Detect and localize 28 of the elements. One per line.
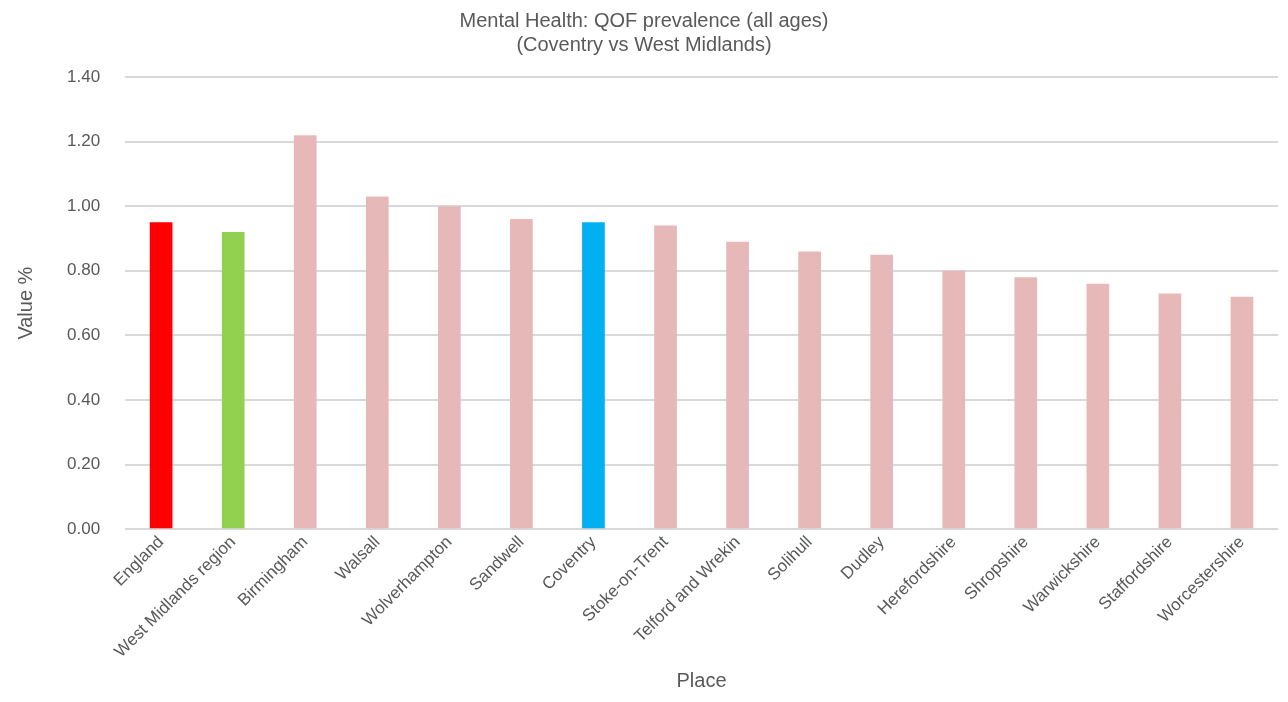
bar <box>798 251 821 529</box>
y-tick-label: 0.80 <box>66 260 101 280</box>
y-tick-label: 1.40 <box>66 66 101 86</box>
bar <box>365 196 389 529</box>
bar <box>510 219 533 529</box>
y-axis-title: Value % <box>13 266 36 340</box>
bar <box>870 254 894 529</box>
y-tick-label: 1.20 <box>66 131 101 151</box>
y-tick-label: 0.00 <box>66 518 101 538</box>
y-tick-label: 0.20 <box>66 454 101 474</box>
bar <box>221 232 245 529</box>
chart-subtitle: (Coventry vs West Midlands) <box>516 32 772 55</box>
chart-title: Mental Health: QOF prevalence (all ages) <box>459 8 829 31</box>
y-tick-label: 0.40 <box>66 389 101 409</box>
bar <box>1014 277 1038 529</box>
x-axis-title: Place <box>676 668 727 691</box>
y-tick-label: 0.60 <box>66 325 101 345</box>
bar <box>654 225 677 529</box>
bar <box>582 222 605 529</box>
bar <box>1086 283 1110 529</box>
bar <box>1158 293 1182 529</box>
bar <box>726 241 749 529</box>
y-tick-label: 1.00 <box>66 195 101 215</box>
bar <box>149 222 173 529</box>
bar <box>293 135 317 529</box>
bar <box>1230 296 1254 529</box>
bar <box>942 270 966 529</box>
bar <box>438 206 461 529</box>
